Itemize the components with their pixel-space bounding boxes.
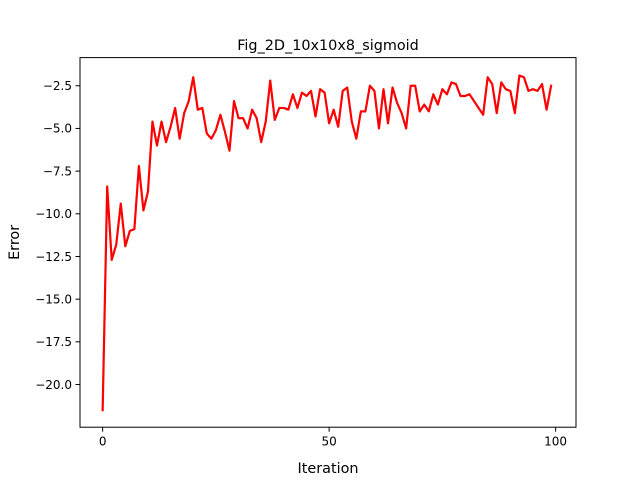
x-tick-label: 50 [321, 435, 336, 449]
y-axis-label: Error [7, 225, 23, 260]
y-tick-label: −12.5 [35, 250, 72, 264]
x-axis-label: Iteration [297, 461, 358, 477]
series-line-0 [101, 74, 553, 412]
y-tick-label: −20.0 [35, 378, 72, 392]
chart-title: Fig_2D_10x10x8_sigmoid [237, 38, 419, 54]
y-tick-label: −5.0 [43, 122, 72, 136]
series-layer [101, 74, 553, 412]
plot-frame [79, 57, 577, 428]
y-axis-ticks: −20.0 −17.5 −15.0 −12.5 −10.0 −7.5 −5.0 −2.5 [35, 79, 80, 392]
y-tick-label: −2.5 [43, 79, 72, 93]
y-tick-label: −10.0 [35, 207, 72, 221]
y-tick-label: −17.5 [35, 335, 72, 349]
y-tick-label: −15.0 [35, 292, 72, 306]
x-tick-label: 100 [544, 435, 567, 449]
x-axis-ticks: 0 50 100 [99, 427, 567, 449]
x-tick-label: 0 [99, 435, 107, 449]
y-tick-label: −7.5 [43, 164, 72, 178]
